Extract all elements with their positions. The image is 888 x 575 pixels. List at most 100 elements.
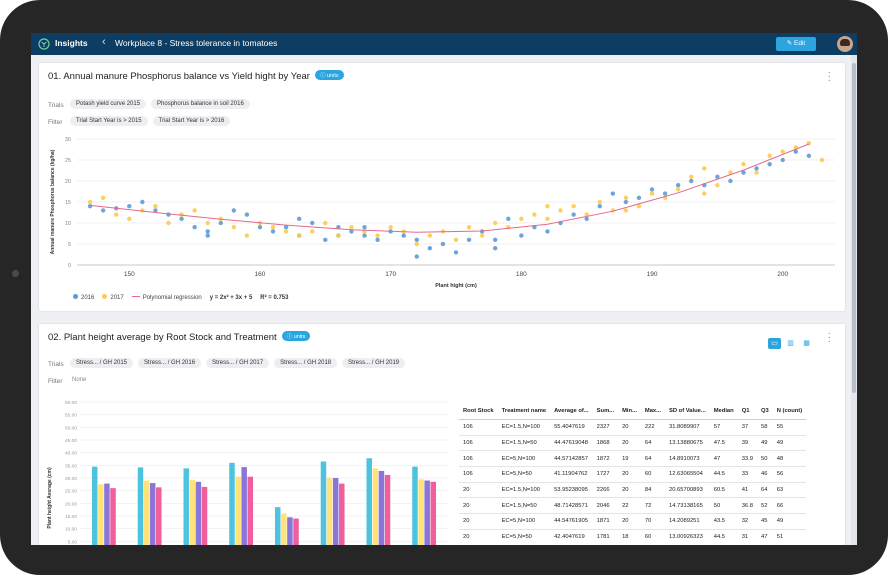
- scatter-point-2016: [87, 204, 93, 209]
- table-cell: 14.2089251: [664, 513, 710, 530]
- column-header[interactable]: Median: [709, 403, 738, 420]
- scatter-point-2016: [100, 208, 106, 213]
- table-cell: 33.9: [737, 450, 757, 468]
- more-options-icon[interactable]: · · ·: [827, 67, 831, 86]
- trial-chip[interactable]: Stress... / GH 2015: [70, 358, 134, 368]
- table-cell: 2327: [592, 419, 619, 436]
- table-cell: 70: [640, 513, 665, 530]
- x-tick-label: 190: [647, 271, 658, 278]
- brand-name: Insights: [55, 38, 88, 48]
- edit-button[interactable]: ✎ Edit: [776, 37, 816, 51]
- units-badge[interactable]: ⓘ units: [314, 70, 344, 80]
- regression-r2: R² = 0.753: [260, 294, 289, 301]
- scatter-point-2017: [205, 220, 210, 226]
- x-tick-label: 200: [777, 271, 788, 278]
- scatter-point-2016: [453, 250, 459, 255]
- more-options-icon[interactable]: · · ·: [827, 328, 831, 347]
- column-header[interactable]: N (count): [772, 403, 807, 420]
- table-cell: 20: [459, 497, 498, 515]
- column-header[interactable]: Q3: [757, 403, 773, 420]
- scatter-point-2016: [610, 191, 616, 196]
- scatter-card: 01. Annual manure Phosphorus balance vs …: [39, 63, 845, 311]
- table-row[interactable]: 20 EC=1.5,N=100 53.95238095 2266 20 84 20.6570…: [459, 482, 807, 499]
- table-cell: 50: [709, 497, 738, 515]
- table-row[interactable]: 106 EC=5,N=50 41.11904762 1727 20 60 12.630655…: [459, 466, 807, 483]
- bar: [149, 483, 156, 545]
- bar: [91, 466, 98, 545]
- scatter-point-2016: [715, 174, 720, 179]
- bar: [430, 481, 437, 545]
- table-row[interactable]: 106 EC=1.5,N=100 55.4047619 2327 20 222 31.808…: [459, 419, 807, 436]
- scatter-point-2017: [741, 162, 746, 167]
- table-view-icon[interactable]: ▦: [803, 340, 810, 347]
- table-cell: 106: [459, 435, 498, 452]
- legend-item-2017[interactable]: 2017: [102, 294, 124, 301]
- legend-item-2016[interactable]: 2016: [73, 294, 94, 301]
- table-row[interactable]: 20 EC=5,N=50 42.4047619 1781 18 60 13.00926323…: [459, 529, 807, 545]
- column-header[interactable]: SD of Value...: [664, 403, 710, 420]
- scatter-point-2017: [493, 220, 498, 226]
- column-header[interactable]: Q1: [737, 403, 757, 420]
- scatter-point-2016: [296, 216, 302, 221]
- filter-value[interactable]: None: [72, 377, 87, 383]
- avatar[interactable]: [837, 36, 853, 52]
- trial-chip[interactable]: Potash yield curve 2015: [70, 99, 147, 109]
- bar: [183, 468, 189, 545]
- legend-item-regression[interactable]: Polynomial regression: [131, 295, 202, 301]
- chart-table-view-icon[interactable]: ▭: [768, 338, 781, 349]
- top-navbar: Insights ‹ Workplace 8 - Stress toleranc…: [31, 33, 857, 55]
- column-header[interactable]: Root Stock: [459, 403, 498, 420]
- table-cell: 106: [459, 450, 498, 468]
- column-header[interactable]: Sum...: [592, 403, 619, 420]
- table-cell: EC=5,N=100: [497, 513, 551, 530]
- table-cell: 66: [772, 497, 807, 515]
- table-cell: 20: [459, 482, 498, 499]
- trial-chip[interactable]: Stress... / GH 2016: [138, 358, 202, 368]
- trial-chip[interactable]: Stress... / GH 2018: [274, 358, 338, 368]
- filter-chip[interactable]: Trial Start Year is > 2016: [152, 116, 231, 126]
- table-row[interactable]: 20 EC=5,N=100 44.54761905 1871 20 70 14.208925…: [459, 513, 807, 530]
- column-header[interactable]: Average of...: [550, 403, 593, 420]
- table-cell: 18: [618, 529, 641, 545]
- table-cell: 60: [640, 466, 665, 483]
- scatter-point-2016: [310, 220, 315, 226]
- units-badge[interactable]: ⓘ units: [281, 331, 311, 341]
- bar-chart-view-icon[interactable]: ▥: [787, 340, 794, 347]
- view-toggle: ▭ ▥ ▦: [768, 338, 813, 349]
- scatter-point-2016: [270, 229, 276, 234]
- trial-chip[interactable]: Phosphorus balance in soil 2016: [151, 99, 250, 109]
- filter-chips: None: [70, 375, 92, 385]
- column-header[interactable]: Max...: [640, 403, 665, 420]
- table-cell: 48.71428571: [550, 497, 593, 515]
- table-row[interactable]: 20 EC=1.5,N=50 48.71428571 2046 22 72 14.73138…: [459, 497, 807, 515]
- y-tick-label: 60.00: [65, 400, 77, 406]
- y-tick-label: 10: [65, 221, 71, 227]
- scatter-point-2017: [192, 208, 197, 213]
- trials-chips: Stress... / GH 2015 Stress... / GH 2016 …: [70, 358, 406, 368]
- scatter-point-2016: [414, 237, 419, 242]
- y-tick-label: 55.00: [65, 413, 77, 419]
- trial-chip[interactable]: Stress... / GH 2017: [206, 358, 270, 368]
- table-row[interactable]: 106 EC=5,N=100 44.57142857 1872 19 64 14.89100…: [459, 450, 807, 468]
- table-cell: 20.65700893: [664, 482, 710, 499]
- column-header[interactable]: Min...: [618, 403, 641, 420]
- scatter-point-2017: [349, 225, 354, 230]
- bar: [201, 486, 208, 545]
- table-cell: 1727: [592, 466, 619, 483]
- card-title: 01. Annual manure Phosphorus balance vs …: [48, 70, 344, 82]
- scrollbar-thumb[interactable]: [852, 63, 856, 393]
- chevron-left-icon[interactable]: ‹: [102, 36, 106, 48]
- scatter-point-2017: [597, 199, 602, 205]
- table-cell: EC=1.5,N=100: [497, 419, 551, 436]
- bar: [412, 466, 418, 545]
- x-tick-label: 180: [516, 271, 527, 278]
- scatter-point-2017: [375, 233, 380, 238]
- table-cell: 41: [737, 482, 757, 499]
- table-cell: EC=5,N=100: [497, 450, 551, 468]
- table-row[interactable]: 106 EC=1.5,N=50 44.47619048 1868 20 64 13.1388…: [459, 435, 807, 452]
- column-header[interactable]: Treatment name: [497, 403, 551, 420]
- table-cell: 41.11904762: [550, 466, 593, 483]
- scatter-point-2016: [493, 237, 498, 242]
- trial-chip[interactable]: Stress... / GH 2019: [342, 358, 406, 368]
- filter-chip[interactable]: Trial Start Year is > 2015: [70, 116, 148, 126]
